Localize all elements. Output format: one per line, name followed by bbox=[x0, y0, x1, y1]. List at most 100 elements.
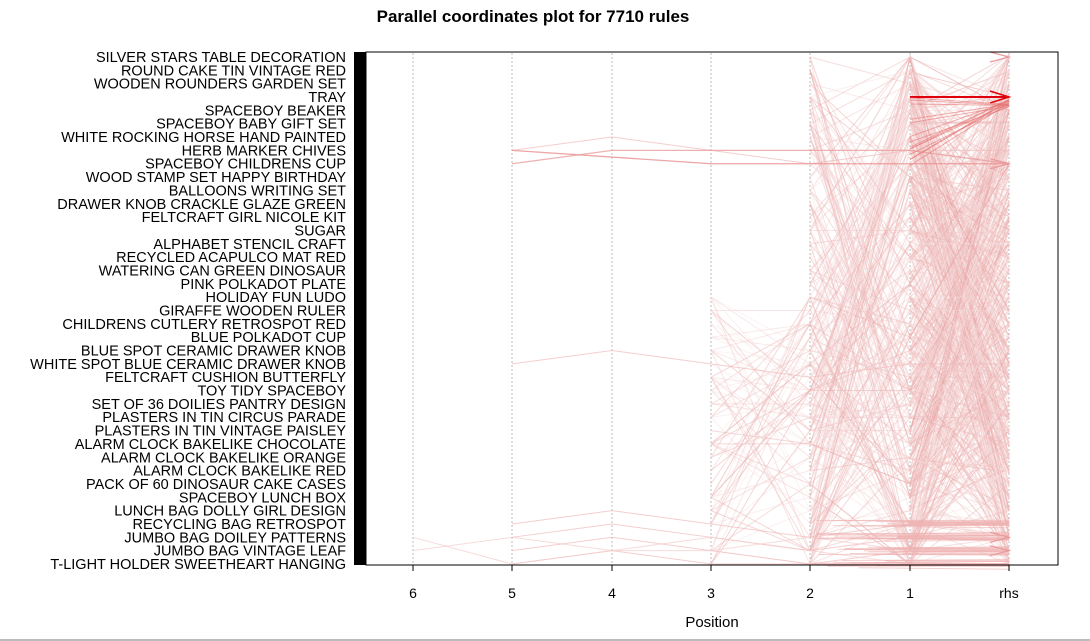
rule-line bbox=[710, 83, 1010, 526]
rule-line bbox=[809, 56, 1010, 538]
y-item-label: LUNCH BAG DOLLY GIRL DESIGN bbox=[114, 504, 346, 520]
rule-line bbox=[809, 150, 1010, 338]
rule-line bbox=[809, 150, 1010, 538]
x-tick-label: 6 bbox=[409, 585, 417, 601]
rule-line bbox=[710, 70, 1010, 525]
rule-line bbox=[809, 96, 1010, 565]
rule-line bbox=[809, 56, 1010, 565]
rule-line bbox=[809, 283, 1010, 378]
plot-frame bbox=[365, 51, 1059, 566]
rule-line bbox=[710, 123, 1010, 539]
rule-line bbox=[909, 486, 1010, 501]
rule-line bbox=[809, 203, 1010, 419]
rule-line bbox=[809, 296, 1010, 458]
rule-line bbox=[809, 56, 1010, 499]
rule-line bbox=[710, 389, 1010, 565]
rule-line bbox=[809, 228, 1010, 538]
rule-line bbox=[809, 83, 1010, 138]
rule-line bbox=[710, 121, 1010, 525]
rule-line bbox=[809, 216, 1010, 351]
rule-line bbox=[909, 100, 1010, 161]
rule-line bbox=[809, 270, 1010, 418]
rule-line bbox=[710, 162, 1010, 458]
rule-line bbox=[711, 176, 1010, 311]
x-tick-label: 3 bbox=[707, 585, 715, 601]
rule-line bbox=[711, 110, 1010, 485]
rule-line bbox=[884, 539, 1010, 542]
rule-line bbox=[710, 150, 1010, 498]
rule-line bbox=[809, 216, 1010, 378]
y-item-label: ROUND CAKE TIN VINTAGE RED bbox=[121, 63, 346, 79]
rule-line bbox=[710, 296, 1010, 525]
rule-line bbox=[710, 136, 1010, 552]
rule-arrowhead bbox=[989, 90, 1012, 104]
rule-line bbox=[809, 109, 1010, 391]
rule-line bbox=[809, 109, 1010, 285]
y-item-label: PLASTERS IN TIN CIRCUS PARADE bbox=[102, 410, 346, 426]
rule-line bbox=[909, 467, 1010, 510]
rule-line bbox=[710, 256, 1010, 566]
rule-line bbox=[809, 243, 1009, 565]
rule-line bbox=[711, 403, 1010, 565]
rule-line bbox=[816, 531, 1010, 535]
rule-line bbox=[809, 96, 1010, 245]
rule-line bbox=[710, 109, 1010, 525]
rule-line bbox=[710, 135, 1010, 471]
rule-line bbox=[809, 123, 1010, 352]
x-tick-label: 2 bbox=[806, 585, 814, 601]
y-item-label: SUGAR bbox=[294, 223, 346, 239]
y-item-label: TOY TIDY SPACEBOY bbox=[197, 384, 346, 400]
rule-line bbox=[710, 229, 1010, 432]
rule-line bbox=[809, 96, 1010, 445]
rule-line bbox=[809, 256, 1010, 458]
rule-line bbox=[710, 83, 1010, 526]
rule-line bbox=[809, 150, 1010, 406]
rule-line bbox=[710, 283, 1010, 538]
rule-arrowhead bbox=[989, 545, 1012, 557]
rule-line bbox=[909, 96, 1010, 444]
rule-line bbox=[809, 296, 1010, 511]
rule-line bbox=[710, 243, 1010, 539]
rule-line bbox=[710, 95, 1010, 391]
rule-line bbox=[809, 336, 1010, 485]
rule-line bbox=[809, 150, 1010, 418]
rule-line bbox=[909, 267, 1010, 443]
rule-line bbox=[909, 112, 1010, 470]
rule-line bbox=[809, 310, 1010, 511]
y-item-label: SPACEBOY BABY GIFT SET bbox=[156, 117, 346, 133]
rule-line bbox=[809, 136, 1010, 486]
rule-line bbox=[809, 136, 1010, 538]
rule-line bbox=[710, 202, 1010, 551]
rule-line bbox=[809, 56, 1010, 538]
rule-line bbox=[809, 96, 1010, 418]
rule-line bbox=[909, 362, 1010, 471]
rule-line bbox=[710, 189, 1010, 485]
rule-line bbox=[710, 283, 1010, 552]
rule-line bbox=[710, 162, 1010, 458]
rule-line bbox=[909, 242, 1010, 364]
rule-line bbox=[909, 228, 1010, 285]
rule-line bbox=[909, 99, 1010, 106]
rule-line bbox=[909, 54, 1010, 362]
rule-line bbox=[710, 190, 1010, 445]
rule-line bbox=[810, 416, 1010, 432]
rule-line bbox=[809, 230, 1010, 472]
rule-line bbox=[809, 242, 1010, 405]
rule-line bbox=[873, 553, 1010, 556]
rule-line bbox=[710, 189, 1010, 513]
rule-line bbox=[841, 559, 1010, 561]
rule-line bbox=[710, 150, 1010, 565]
rule-line bbox=[809, 189, 1010, 551]
rule-line bbox=[809, 443, 1009, 525]
rule-line bbox=[710, 163, 1010, 458]
x-axis-label: Position bbox=[685, 614, 738, 631]
rule-line bbox=[909, 96, 1010, 523]
rule-line bbox=[809, 56, 1010, 446]
rule-line bbox=[809, 296, 1010, 525]
rule-line bbox=[809, 163, 1010, 258]
rule-line bbox=[909, 189, 1010, 261]
rule-line bbox=[909, 86, 1010, 261]
y-item-label: WATERING CAN GREEN DINOSAUR bbox=[99, 263, 346, 279]
rule-line bbox=[882, 525, 1010, 529]
